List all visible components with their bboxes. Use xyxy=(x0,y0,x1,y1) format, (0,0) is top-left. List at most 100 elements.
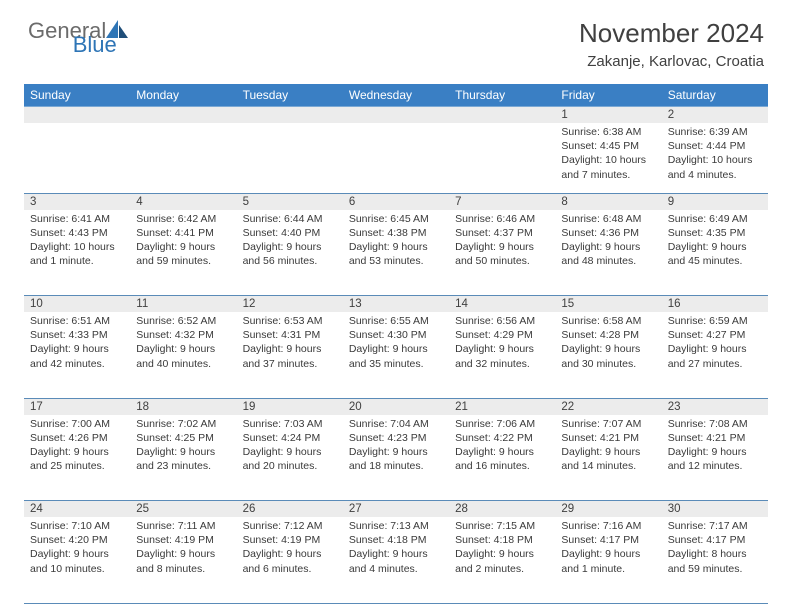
sunset-text: Sunset: 4:28 PM xyxy=(561,328,655,342)
day-cell-body: Sunrise: 7:15 AMSunset: 4:18 PMDaylight:… xyxy=(449,517,555,580)
daylight-text: Daylight: 9 hours and 30 minutes. xyxy=(561,342,655,370)
day-number: 2 xyxy=(662,107,768,124)
sunset-text: Sunset: 4:17 PM xyxy=(668,533,762,547)
day-number xyxy=(130,107,236,124)
sunset-text: Sunset: 4:30 PM xyxy=(349,328,443,342)
day-content-row: Sunrise: 7:00 AMSunset: 4:26 PMDaylight:… xyxy=(24,415,768,501)
day-number: 12 xyxy=(237,296,343,313)
day-number xyxy=(449,107,555,124)
day-cell-body: Sunrise: 6:41 AMSunset: 4:43 PMDaylight:… xyxy=(24,210,130,273)
day-cell xyxy=(449,123,555,193)
day-number: 5 xyxy=(237,193,343,210)
sunset-text: Sunset: 4:36 PM xyxy=(561,226,655,240)
weekday-header: Thursday xyxy=(449,84,555,107)
day-cell-body: Sunrise: 7:08 AMSunset: 4:21 PMDaylight:… xyxy=(662,415,768,478)
day-number: 27 xyxy=(343,501,449,518)
day-cell-body: Sunrise: 6:53 AMSunset: 4:31 PMDaylight:… xyxy=(237,312,343,375)
day-cell: Sunrise: 7:02 AMSunset: 4:25 PMDaylight:… xyxy=(130,415,236,501)
sunset-text: Sunset: 4:20 PM xyxy=(30,533,124,547)
sunrise-text: Sunrise: 7:17 AM xyxy=(668,519,762,533)
daylight-text: Daylight: 9 hours and 25 minutes. xyxy=(30,445,124,473)
day-cell: Sunrise: 6:44 AMSunset: 4:40 PMDaylight:… xyxy=(237,210,343,296)
day-cell: Sunrise: 7:11 AMSunset: 4:19 PMDaylight:… xyxy=(130,517,236,603)
sunrise-text: Sunrise: 7:13 AM xyxy=(349,519,443,533)
day-cell: Sunrise: 6:55 AMSunset: 4:30 PMDaylight:… xyxy=(343,312,449,398)
day-number: 19 xyxy=(237,398,343,415)
day-number-row: 10111213141516 xyxy=(24,296,768,313)
daylight-text: Daylight: 8 hours and 59 minutes. xyxy=(668,547,762,575)
sunset-text: Sunset: 4:37 PM xyxy=(455,226,549,240)
day-cell: Sunrise: 6:38 AMSunset: 4:45 PMDaylight:… xyxy=(555,123,661,193)
day-cell: Sunrise: 6:48 AMSunset: 4:36 PMDaylight:… xyxy=(555,210,661,296)
title-block: November 2024 Zakanje, Karlovac, Croatia xyxy=(579,18,764,70)
sunrise-text: Sunrise: 6:58 AM xyxy=(561,314,655,328)
sunset-text: Sunset: 4:21 PM xyxy=(561,431,655,445)
sunrise-text: Sunrise: 7:15 AM xyxy=(455,519,549,533)
daylight-text: Daylight: 9 hours and 10 minutes. xyxy=(30,547,124,575)
daylight-text: Daylight: 10 hours and 4 minutes. xyxy=(668,153,762,181)
logo-text-blue: Blue xyxy=(73,32,117,57)
sunrise-text: Sunrise: 7:06 AM xyxy=(455,417,549,431)
sunrise-text: Sunrise: 7:08 AM xyxy=(668,417,762,431)
day-number: 22 xyxy=(555,398,661,415)
sunset-text: Sunset: 4:25 PM xyxy=(136,431,230,445)
weekday-header: Wednesday xyxy=(343,84,449,107)
daylight-text: Daylight: 9 hours and 42 minutes. xyxy=(30,342,124,370)
sunrise-text: Sunrise: 7:02 AM xyxy=(136,417,230,431)
day-number xyxy=(24,107,130,124)
sunrise-text: Sunrise: 7:04 AM xyxy=(349,417,443,431)
day-cell: Sunrise: 6:59 AMSunset: 4:27 PMDaylight:… xyxy=(662,312,768,398)
sunset-text: Sunset: 4:45 PM xyxy=(561,139,655,153)
daylight-text: Daylight: 9 hours and 50 minutes. xyxy=(455,240,549,268)
day-cell-body: Sunrise: 6:56 AMSunset: 4:29 PMDaylight:… xyxy=(449,312,555,375)
day-cell-body: Sunrise: 6:51 AMSunset: 4:33 PMDaylight:… xyxy=(24,312,130,375)
day-number-row: 12 xyxy=(24,107,768,124)
day-number xyxy=(343,107,449,124)
day-cell: Sunrise: 7:12 AMSunset: 4:19 PMDaylight:… xyxy=(237,517,343,603)
day-number-row: 17181920212223 xyxy=(24,398,768,415)
sunset-text: Sunset: 4:19 PM xyxy=(243,533,337,547)
day-number: 1 xyxy=(555,107,661,124)
sunset-text: Sunset: 4:26 PM xyxy=(30,431,124,445)
daylight-text: Daylight: 9 hours and 12 minutes. xyxy=(668,445,762,473)
weekday-header: Sunday xyxy=(24,84,130,107)
day-cell-body: Sunrise: 7:04 AMSunset: 4:23 PMDaylight:… xyxy=(343,415,449,478)
daylight-text: Daylight: 9 hours and 6 minutes. xyxy=(243,547,337,575)
day-cell: Sunrise: 7:00 AMSunset: 4:26 PMDaylight:… xyxy=(24,415,130,501)
daylight-text: Daylight: 9 hours and 23 minutes. xyxy=(136,445,230,473)
day-cell-body: Sunrise: 7:11 AMSunset: 4:19 PMDaylight:… xyxy=(130,517,236,580)
day-content-row: Sunrise: 6:51 AMSunset: 4:33 PMDaylight:… xyxy=(24,312,768,398)
day-number: 28 xyxy=(449,501,555,518)
day-cell-body: Sunrise: 7:06 AMSunset: 4:22 PMDaylight:… xyxy=(449,415,555,478)
sunrise-text: Sunrise: 6:55 AM xyxy=(349,314,443,328)
day-cell: Sunrise: 7:04 AMSunset: 4:23 PMDaylight:… xyxy=(343,415,449,501)
day-cell: Sunrise: 6:42 AMSunset: 4:41 PMDaylight:… xyxy=(130,210,236,296)
day-number: 17 xyxy=(24,398,130,415)
day-cell-body: Sunrise: 7:17 AMSunset: 4:17 PMDaylight:… xyxy=(662,517,768,580)
day-number: 9 xyxy=(662,193,768,210)
daylight-text: Daylight: 10 hours and 1 minute. xyxy=(30,240,124,268)
weekday-header: Tuesday xyxy=(237,84,343,107)
daylight-text: Daylight: 9 hours and 56 minutes. xyxy=(243,240,337,268)
day-cell-body: Sunrise: 6:59 AMSunset: 4:27 PMDaylight:… xyxy=(662,312,768,375)
day-cell: Sunrise: 6:45 AMSunset: 4:38 PMDaylight:… xyxy=(343,210,449,296)
calendar-table: Sunday Monday Tuesday Wednesday Thursday… xyxy=(24,84,768,604)
day-cell-body: Sunrise: 6:49 AMSunset: 4:35 PMDaylight:… xyxy=(662,210,768,273)
sunset-text: Sunset: 4:35 PM xyxy=(668,226,762,240)
day-number: 30 xyxy=(662,501,768,518)
day-number: 8 xyxy=(555,193,661,210)
day-number: 3 xyxy=(24,193,130,210)
day-cell: Sunrise: 6:49 AMSunset: 4:35 PMDaylight:… xyxy=(662,210,768,296)
sunrise-text: Sunrise: 7:03 AM xyxy=(243,417,337,431)
day-cell: Sunrise: 6:52 AMSunset: 4:32 PMDaylight:… xyxy=(130,312,236,398)
sunrise-text: Sunrise: 6:44 AM xyxy=(243,212,337,226)
day-cell: Sunrise: 7:13 AMSunset: 4:18 PMDaylight:… xyxy=(343,517,449,603)
day-cell: Sunrise: 6:39 AMSunset: 4:44 PMDaylight:… xyxy=(662,123,768,193)
day-number: 6 xyxy=(343,193,449,210)
day-number: 16 xyxy=(662,296,768,313)
daylight-text: Daylight: 9 hours and 14 minutes. xyxy=(561,445,655,473)
day-content-row: Sunrise: 6:41 AMSunset: 4:43 PMDaylight:… xyxy=(24,210,768,296)
day-cell-body: Sunrise: 6:46 AMSunset: 4:37 PMDaylight:… xyxy=(449,210,555,273)
sunset-text: Sunset: 4:23 PM xyxy=(349,431,443,445)
day-cell: Sunrise: 6:41 AMSunset: 4:43 PMDaylight:… xyxy=(24,210,130,296)
